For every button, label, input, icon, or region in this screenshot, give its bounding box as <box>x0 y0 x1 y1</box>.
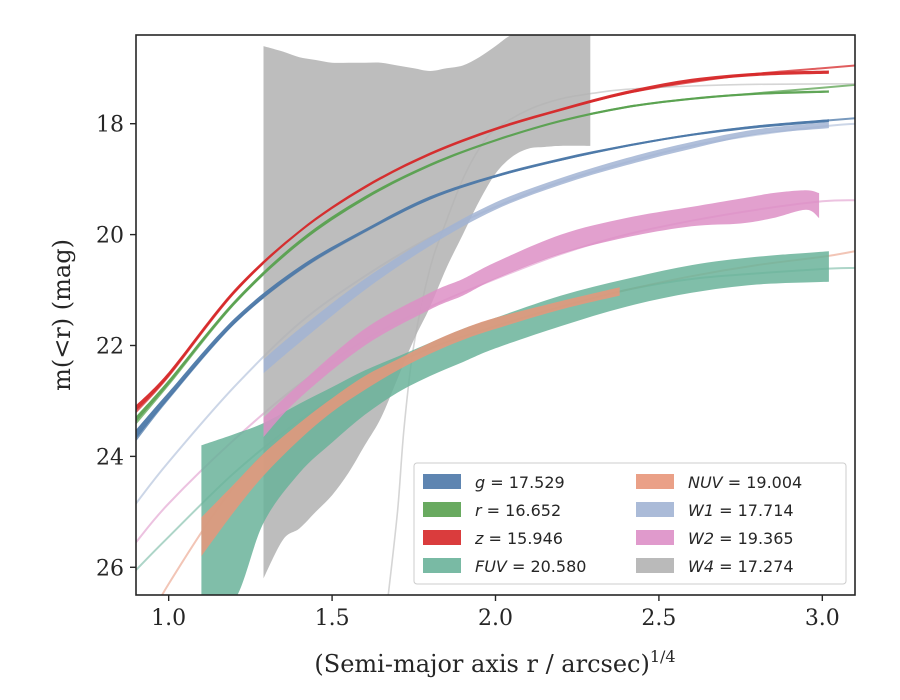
y-axis-label: m(<r) (mag) <box>48 239 76 391</box>
x-axis: 1.0 1.5 2.0 2.5 3.0 <box>151 595 840 631</box>
legend-swatch <box>423 502 461 517</box>
y-tick-label: 26 <box>96 556 124 581</box>
legend-item-nuv: NUV = 19.004 <box>636 473 802 492</box>
legend-frame <box>413 462 847 585</box>
legend-item-fuv: FUV = 20.580 <box>423 557 586 576</box>
profile-bands <box>136 35 829 595</box>
legend-label: W2 = 19.365 <box>688 529 794 548</box>
legend-swatch <box>423 474 461 489</box>
x-axis-label: (Semi-major axis r / arcsec)1/4 <box>314 647 675 678</box>
legend-label: r = 16.652 <box>475 501 561 520</box>
legend-item-r: r = 16.652 <box>423 501 561 520</box>
legend-label: g = 17.529 <box>475 473 565 492</box>
y-tick-label: 18 <box>96 113 124 138</box>
legend-swatch <box>636 474 674 489</box>
x-tick-label: 3.0 <box>805 606 840 631</box>
legend-item-w1: W1 = 17.714 <box>636 501 794 520</box>
legend-label: FUV = 20.580 <box>475 557 586 576</box>
legend-item-g: g = 17.529 <box>423 473 565 492</box>
x-tick-label: 1.5 <box>315 606 350 631</box>
legend-label: NUV = 19.004 <box>688 473 802 492</box>
legend-label: W1 = 17.714 <box>688 501 794 520</box>
y-tick-label: 22 <box>96 334 124 359</box>
legend-label: z = 15.946 <box>474 529 563 548</box>
legend-item-w4: W4 = 17.274 <box>636 557 794 576</box>
legend-label: W4 = 17.274 <box>688 557 794 576</box>
legend-item-w2: W2 = 19.365 <box>636 529 794 548</box>
band-w2 <box>263 190 820 437</box>
y-tick-label: 20 <box>96 224 124 249</box>
x-tick-label: 2.0 <box>478 606 513 631</box>
legend-swatch <box>636 530 674 545</box>
legend-swatch <box>423 530 461 545</box>
y-axis: 18 20 22 24 26 <box>96 113 136 581</box>
legend-swatch <box>636 558 674 573</box>
y-tick-label: 24 <box>96 445 124 470</box>
x-tick-label: 1.0 <box>151 606 186 631</box>
legend-item-z: z = 15.946 <box>423 529 563 548</box>
legend-swatch <box>423 558 461 573</box>
plot-area <box>136 35 855 595</box>
legend-swatch <box>636 502 674 517</box>
x-tick-label: 2.5 <box>641 606 676 631</box>
legend: g = 17.529 r = 16.652 z = 15.946 FUV = 20.5… <box>413 462 847 585</box>
